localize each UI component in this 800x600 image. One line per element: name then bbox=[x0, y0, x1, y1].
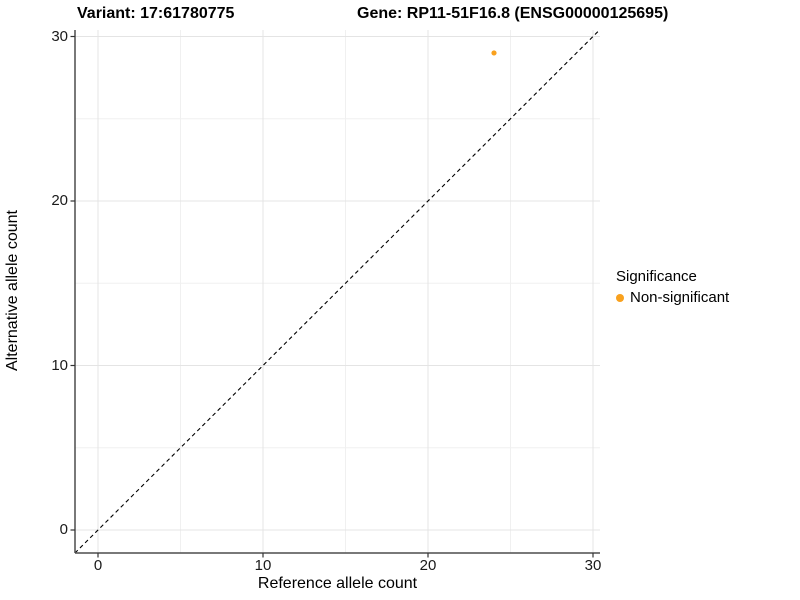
x-tick-label: 20 bbox=[419, 557, 437, 574]
plot-title-variant: Variant: 17:61780775 bbox=[77, 5, 235, 22]
x-tick-label: 30 bbox=[584, 557, 602, 574]
legend: Significance Non-significant bbox=[616, 268, 729, 306]
legend-title: Significance bbox=[616, 268, 697, 285]
y-tick-label: 10 bbox=[51, 356, 68, 374]
y-axis-label: Alternative allele count bbox=[4, 210, 21, 371]
x-tick-label: 10 bbox=[254, 557, 272, 574]
legend-entry: Non-significant bbox=[616, 289, 729, 306]
x-axis-label: Reference allele count bbox=[257, 575, 418, 592]
legend-point-icon bbox=[616, 293, 624, 302]
plot-title-gene: Gene: RP11-51F16.8 (ENSG00000125695) bbox=[357, 5, 669, 22]
data-point bbox=[491, 50, 497, 56]
y-tick-label: 20 bbox=[51, 192, 68, 209]
identity-line bbox=[74, 29, 600, 554]
plot-panel bbox=[70, 29, 600, 558]
x-tick-label: 0 bbox=[93, 557, 103, 574]
legend-entry-label: Non-significant bbox=[630, 289, 730, 306]
y-tick-label: 0 bbox=[59, 521, 68, 538]
y-tick-label: 30 bbox=[51, 27, 68, 45]
